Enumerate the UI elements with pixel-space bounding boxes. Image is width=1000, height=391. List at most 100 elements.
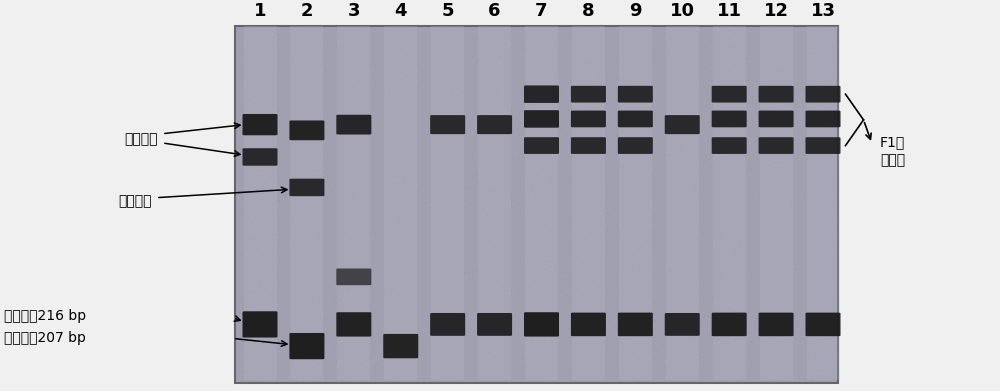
Point	[619, 361, 635, 368]
Point	[397, 249, 413, 255]
Point	[460, 295, 476, 301]
Point	[792, 222, 808, 228]
Point	[339, 173, 355, 179]
Point	[478, 87, 494, 93]
Point	[452, 57, 468, 63]
Point	[234, 44, 250, 50]
Point	[820, 326, 836, 332]
Point	[392, 69, 408, 75]
Point	[636, 112, 652, 118]
Point	[331, 297, 347, 303]
Point	[536, 152, 552, 158]
Point	[629, 259, 645, 265]
Point	[776, 118, 792, 124]
Point	[594, 288, 610, 294]
Point	[415, 178, 431, 185]
Point	[293, 91, 309, 98]
Point	[518, 364, 534, 371]
Point	[429, 309, 445, 315]
FancyBboxPatch shape	[242, 148, 277, 166]
Point	[357, 127, 373, 134]
Point	[572, 183, 588, 190]
Point	[693, 264, 709, 271]
Point	[429, 296, 445, 303]
Point	[318, 192, 334, 198]
Point	[534, 318, 550, 324]
Point	[735, 87, 751, 93]
Point	[485, 62, 501, 68]
Point	[334, 378, 350, 384]
Point	[589, 74, 605, 80]
Point	[267, 29, 283, 36]
Point	[516, 212, 532, 219]
Point	[747, 138, 763, 144]
Point	[311, 174, 327, 181]
Point	[669, 264, 685, 271]
Point	[611, 170, 627, 177]
Point	[477, 217, 493, 224]
FancyBboxPatch shape	[618, 137, 653, 154]
Point	[538, 266, 554, 272]
Point	[365, 248, 381, 255]
Point	[251, 366, 267, 373]
Point	[277, 333, 293, 339]
Point	[734, 327, 750, 334]
Point	[778, 139, 794, 145]
Point	[240, 185, 256, 191]
Point	[782, 197, 798, 203]
Point	[546, 132, 562, 138]
Point	[565, 63, 581, 70]
Point	[746, 130, 762, 136]
FancyBboxPatch shape	[524, 110, 559, 128]
Point	[544, 281, 560, 287]
Point	[659, 249, 675, 255]
Point	[559, 109, 575, 116]
Point	[762, 222, 778, 228]
Point	[524, 359, 540, 365]
Point	[699, 156, 715, 163]
Point	[813, 297, 829, 303]
Point	[800, 269, 816, 275]
Point	[685, 316, 701, 322]
Point	[457, 174, 473, 180]
Point	[319, 127, 335, 133]
Point	[627, 319, 643, 325]
Point	[781, 235, 797, 241]
Point	[568, 210, 584, 216]
Point	[585, 85, 601, 91]
Point	[321, 150, 337, 156]
Point	[529, 39, 545, 45]
Point	[286, 231, 302, 238]
Point	[576, 137, 592, 143]
Point	[513, 197, 529, 203]
Point	[297, 123, 313, 129]
Point	[249, 115, 265, 121]
Point	[633, 319, 649, 325]
Point	[823, 216, 839, 222]
Point	[802, 319, 818, 325]
Point	[326, 342, 342, 348]
Point	[390, 100, 406, 106]
Point	[622, 284, 638, 290]
Point	[686, 334, 702, 340]
Point	[345, 354, 361, 360]
Point	[658, 198, 674, 204]
Point	[243, 85, 259, 91]
Point	[395, 100, 411, 106]
Point	[774, 240, 790, 246]
Point	[314, 126, 330, 132]
Point	[583, 265, 599, 272]
Point	[266, 351, 282, 357]
Point	[248, 213, 264, 219]
Point	[798, 144, 814, 150]
Point	[632, 212, 648, 219]
Point	[623, 148, 639, 154]
Point	[763, 169, 779, 175]
Point	[419, 131, 435, 137]
Point	[555, 152, 571, 159]
Point	[517, 139, 533, 145]
Point	[692, 227, 708, 233]
Point	[577, 272, 593, 278]
Point	[696, 87, 712, 93]
Point	[445, 179, 461, 185]
